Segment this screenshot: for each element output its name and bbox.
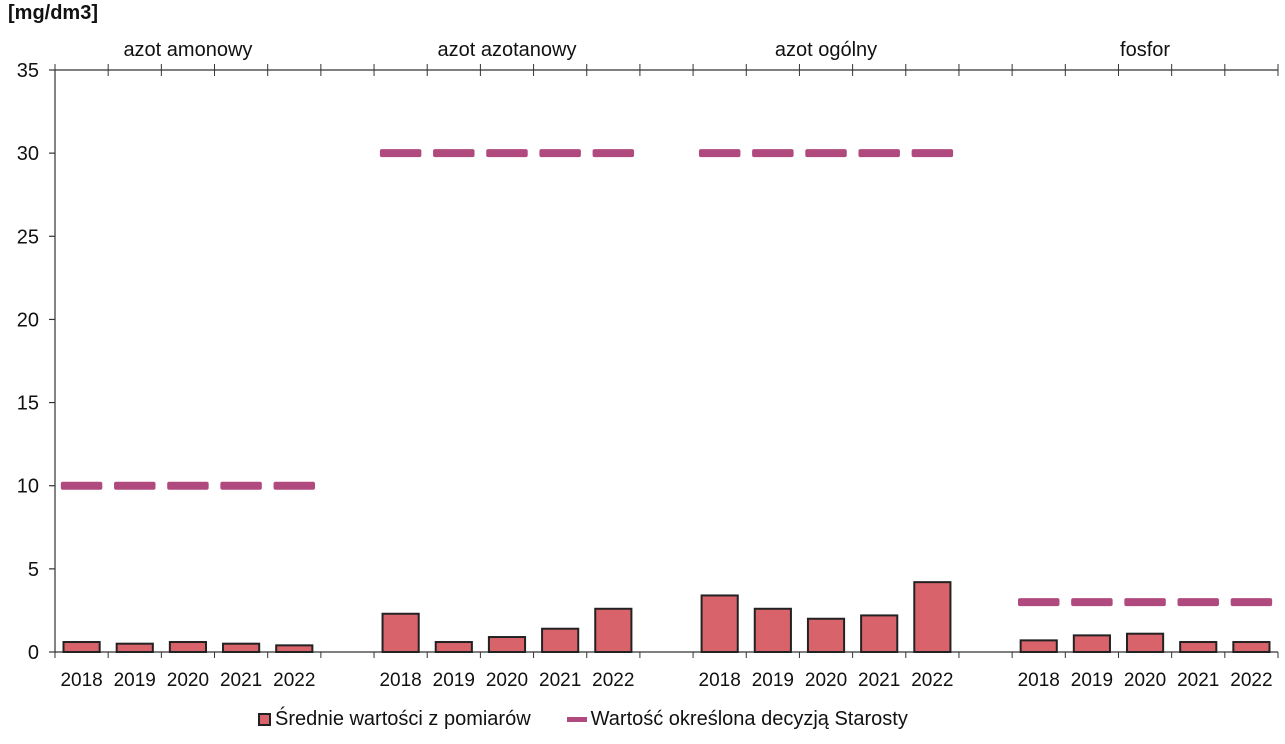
x-tick-label: 2018 <box>699 670 741 691</box>
y-tick-label: 35 <box>17 60 39 82</box>
limit-marker <box>858 149 900 158</box>
y-tick-label: 20 <box>17 309 39 331</box>
limit-marker <box>486 149 528 158</box>
limit-marker <box>379 149 422 158</box>
legend-limit-label: Wartość określona decyzją Starosty <box>590 708 908 730</box>
bar-measured-value <box>1232 641 1271 653</box>
group-title: fosfor <box>1120 39 1170 61</box>
x-tick-label: 2021 <box>220 670 262 691</box>
bar-measured-value <box>541 627 580 653</box>
limit-marker <box>1177 598 1219 607</box>
y-axis-unit-label: [mg/dm3] <box>8 2 98 24</box>
bar-measured-value <box>62 641 101 653</box>
x-tick-label: 2018 <box>60 670 102 691</box>
y-tick-label: 25 <box>17 226 39 248</box>
bar-measured-value <box>860 614 899 653</box>
limit-marker <box>805 149 847 158</box>
bar-measured-value <box>1125 632 1165 653</box>
y-tick-label: 30 <box>17 143 39 165</box>
x-tick-label: 2019 <box>433 670 475 691</box>
legend: Średnie wartości z pomiarów Wartość okre… <box>258 708 944 731</box>
group-title: azot ogólny <box>775 39 877 61</box>
x-tick-label: 2020 <box>805 670 847 691</box>
limit-marker <box>752 149 794 158</box>
legend-limit-swatch <box>566 717 587 722</box>
bar-measured-value <box>487 636 527 654</box>
y-tick-label: 0 <box>28 642 39 664</box>
limit-marker <box>220 481 262 490</box>
limit-marker <box>1071 598 1113 607</box>
x-tick-label: 2022 <box>1230 670 1272 691</box>
limit-marker <box>592 149 635 158</box>
limit-marker <box>698 149 741 158</box>
x-tick-label: 2022 <box>273 670 315 691</box>
bar-measured-value <box>753 607 792 653</box>
x-tick-label: 2019 <box>752 670 794 691</box>
legend-bar-swatch <box>258 713 271 726</box>
bar-measured-value <box>275 644 314 654</box>
bar-measured-value <box>913 581 952 653</box>
y-tick-label: 10 <box>17 476 39 498</box>
bar-measured-value <box>1072 634 1111 653</box>
limit-marker <box>114 481 156 490</box>
bar-measured-value <box>434 641 473 653</box>
x-tick-label: 2020 <box>486 670 528 691</box>
x-tick-label: 2018 <box>379 670 421 691</box>
bar-measured-value <box>700 594 739 653</box>
x-tick-label: 2019 <box>1071 670 1113 691</box>
x-tick-label: 2020 <box>167 670 209 691</box>
bar-measured-value <box>115 642 154 654</box>
limit-marker <box>539 149 581 158</box>
legend-item-limit: Wartość określona decyzją Starosty <box>566 708 908 731</box>
bar-measured-value <box>222 642 261 654</box>
limit-marker <box>60 481 103 490</box>
limit-marker <box>273 481 316 490</box>
bar-measured-value <box>381 612 420 653</box>
bar-measured-value <box>1179 641 1218 653</box>
bar-measured-value <box>1019 639 1058 653</box>
bar-measured-value <box>168 641 208 653</box>
bar-measured-value <box>594 607 633 653</box>
limit-marker <box>167 481 209 490</box>
x-tick-label: 2019 <box>114 670 156 691</box>
x-tick-label: 2022 <box>592 670 634 691</box>
limit-marker <box>1230 598 1273 607</box>
group-title: azot azotanowy <box>437 39 576 61</box>
x-tick-label: 2020 <box>1124 670 1166 691</box>
x-tick-label: 2021 <box>858 670 900 691</box>
bar-measured-value <box>806 617 846 653</box>
limit-marker <box>911 149 954 158</box>
x-tick-label: 2021 <box>1177 670 1219 691</box>
x-tick-label: 2021 <box>539 670 581 691</box>
y-tick-label: 15 <box>17 393 39 415</box>
legend-item-bars: Średnie wartości z pomiarów <box>258 708 531 731</box>
x-tick-label: 2018 <box>1018 670 1060 691</box>
group-title: azot amonowy <box>123 39 252 61</box>
x-tick-label: 2022 <box>911 670 953 691</box>
limit-marker <box>433 149 475 158</box>
legend-bar-label: Średnie wartości z pomiarów <box>275 708 531 730</box>
limit-marker <box>1017 598 1060 607</box>
y-tick-label: 5 <box>28 559 39 581</box>
limit-marker <box>1124 598 1166 607</box>
